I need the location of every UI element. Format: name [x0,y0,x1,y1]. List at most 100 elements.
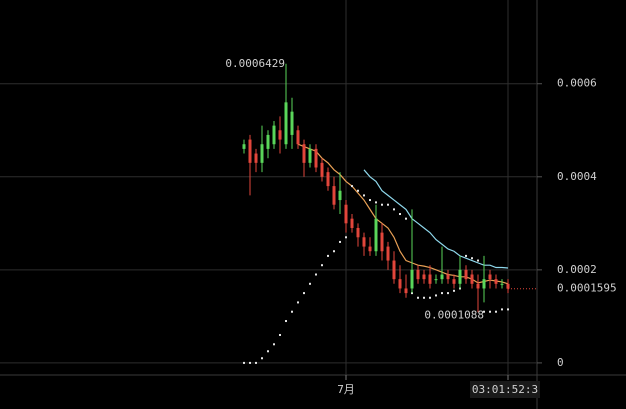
sar-dot [393,208,395,211]
candle-body [254,153,258,163]
sar-dot [297,301,299,304]
candle-body [374,218,378,252]
candle-body [350,218,354,228]
candle-body [326,172,330,187]
sar-dot [303,292,305,295]
x-tick-label: 03:01:52:3 [472,383,538,396]
sar-dot [387,203,389,206]
sar-dot [315,273,317,276]
sar-dot [417,296,419,299]
candle-body [386,246,390,261]
candle-body [422,274,426,280]
sar-dot [351,185,353,188]
candle-body [290,111,294,135]
candle-body [458,269,462,284]
sar-dot [267,350,269,353]
sar-dot [309,282,311,285]
candle-body [368,246,372,252]
sar-dot [453,289,455,292]
sar-dot [333,250,335,253]
candle-body [440,274,444,280]
candle-body [506,283,510,289]
candle-body [446,274,450,280]
sar-dot [399,213,401,216]
sar-dot [255,361,257,364]
sar-dot [243,361,245,364]
candle-body [488,274,492,280]
x-tick-label: 7月 [337,383,355,396]
max-label: 0.0006429 [225,57,285,70]
sar-dot [507,308,509,311]
sar-dot [369,199,371,202]
sar-dot [429,296,431,299]
candle-body [428,274,432,284]
sar-dot [339,240,341,243]
candle-body [362,237,366,247]
candle-body [242,144,246,149]
sar-dot [447,292,449,295]
candle-body [266,134,270,149]
sar-dot [423,296,425,299]
candle-body [332,186,336,205]
candle-body [284,102,288,145]
y-tick-label: 0.0006 [557,77,597,90]
sar-dot [291,310,293,313]
candle-body [308,148,312,163]
sar-dot [285,320,287,323]
sar-dot [345,236,347,239]
y-tick-label: 0.0004 [557,170,597,183]
candle-body [248,139,252,163]
candle-body [410,269,414,289]
sar-dot [489,310,491,313]
min-label: 0.0001088 [424,308,484,321]
candle-body [500,283,504,285]
sar-dot [405,217,407,220]
candle-body [302,144,306,163]
sar-dot [477,259,479,262]
candle-body [494,279,498,284]
candle-body [398,279,402,289]
sar-dot [273,343,275,346]
candle-body [278,130,282,140]
candle-body [320,162,324,177]
sar-dot [441,292,443,295]
candle-body [392,260,396,280]
candle-body [356,227,360,238]
sar-dot [381,203,383,206]
sar-dot [465,254,467,257]
candle-body [470,274,474,284]
time-label-box [470,381,540,398]
sar-dot [501,308,503,311]
sar-dot [495,310,497,313]
candle-body [296,130,300,145]
sar-dot [261,357,263,360]
sar-dot [435,294,437,297]
sar-dot [249,361,251,364]
sar-dot [357,189,359,192]
sar-dot [321,264,323,267]
sar-dot [483,310,485,313]
candle-body [464,269,468,280]
sar-dot [327,254,329,257]
sar-dot [279,333,281,336]
sar-dot [363,194,365,197]
sar-dot [471,257,473,260]
candle-body [482,279,486,289]
candle-body [380,232,384,252]
candle-body [260,144,264,163]
candle-body [344,204,348,224]
candle-body [452,279,456,284]
candle-body [338,190,342,201]
candle-body [434,279,438,281]
candle-body [272,125,276,145]
current-price-label: 0.0001595 [557,282,617,295]
candle-body [416,269,420,280]
y-tick-label: 0.0002 [557,263,597,276]
y-tick-label: 0 [557,356,564,369]
candle-body [476,283,480,289]
candle-body [404,288,408,294]
candle-body [314,148,318,168]
